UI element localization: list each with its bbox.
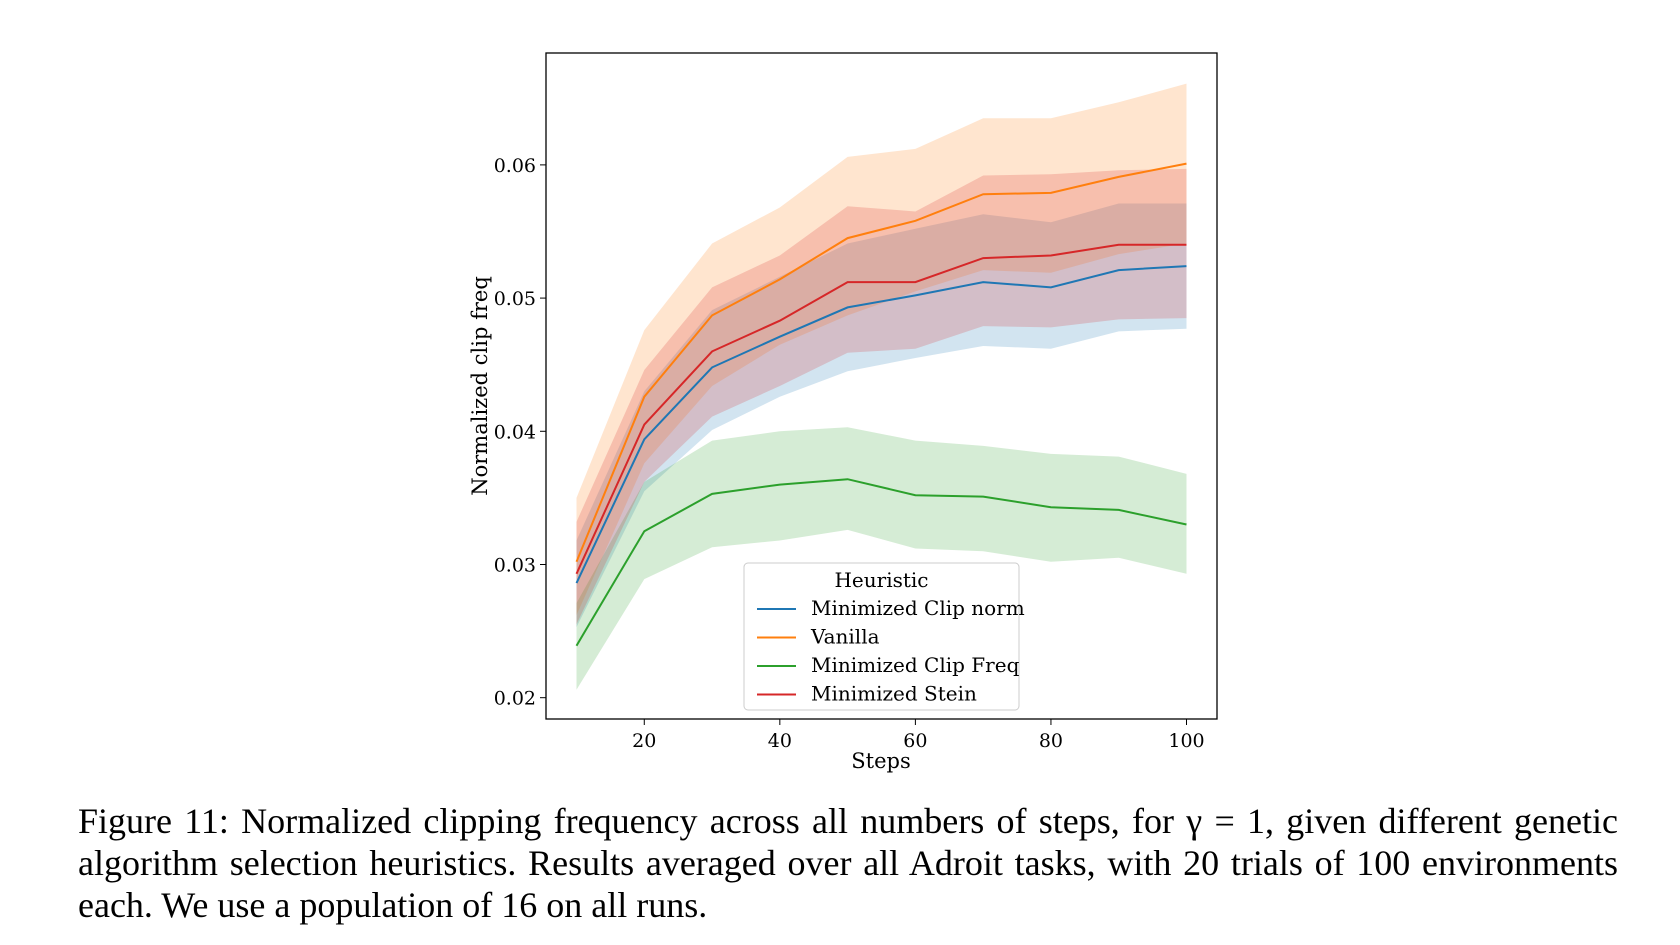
legend-items: Minimized Clip norm Vanilla Minimized Clip… [757, 596, 1025, 706]
legend-box [743, 562, 1020, 711]
legend-label-minimized-clip-norm: Minimized Clip norm [811, 596, 1025, 620]
band-minimized-stein [576, 168, 1187, 625]
legend-title: Heuristic [834, 568, 928, 592]
legend: Heuristic Minimized Clip normVanillaMini… [743, 562, 1025, 711]
line-chart: 20 40 60 80 100 0.02 0.03 0.04 0.05 0.06 Steps N… [468, 52, 1218, 773]
series-lines [575, 162, 1187, 647]
y-tick-label: 0.05 [494, 288, 536, 310]
y-axis: 0.02 0.03 0.04 0.05 0.06 [494, 155, 546, 710]
band-minimized-clip-norm [576, 203, 1187, 628]
line-vanilla [575, 162, 1187, 563]
x-tick-label: 100 [1168, 730, 1204, 752]
legend-label-minimized-clip-freq: Minimized Clip Freq [811, 653, 1020, 677]
x-axis: 20 40 60 80 100 [632, 719, 1205, 752]
x-axis-label: Steps [851, 749, 910, 773]
legend-label-vanilla: Vanilla [810, 625, 880, 649]
plot-frame [545, 52, 1218, 720]
y-tick-label: 0.02 [494, 688, 536, 710]
line-minimized-clip-freq [575, 478, 1187, 647]
y-tick-label: 0.04 [494, 421, 536, 443]
x-tick-label: 40 [768, 730, 792, 752]
line-minimized-stein [575, 243, 1187, 575]
line-minimized-clip-norm [575, 265, 1187, 584]
x-tick-label: 80 [1039, 730, 1063, 752]
confidence-bands [576, 83, 1187, 690]
y-axis-label: Normalized clip freq [468, 276, 492, 496]
band-vanilla [576, 83, 1187, 616]
y-tick-label: 0.06 [494, 155, 536, 177]
x-tick-label: 60 [903, 730, 927, 752]
band-minimized-clip-freq [576, 427, 1187, 690]
x-tick-label: 20 [632, 730, 656, 752]
figure-caption: Figure 11: Normalized clipping frequency… [78, 801, 1618, 925]
y-tick-label: 0.03 [494, 554, 536, 576]
legend-label-minimized-stein: Minimized Stein [811, 682, 977, 706]
